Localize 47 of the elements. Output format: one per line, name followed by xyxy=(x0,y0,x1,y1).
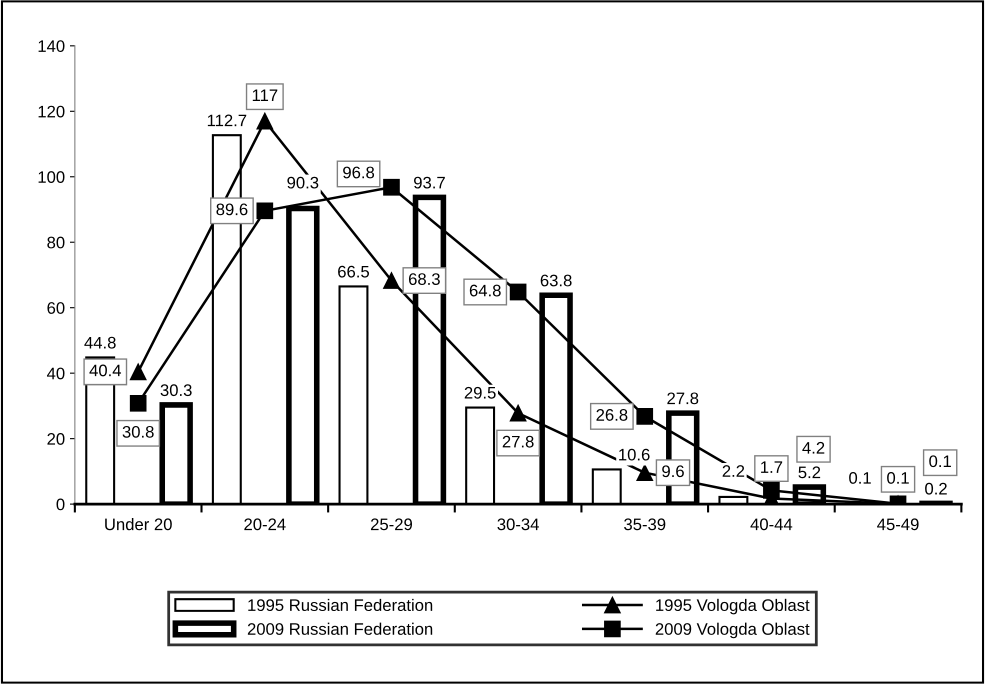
data-label: 40.4 xyxy=(89,364,122,376)
data-label: 30.8 xyxy=(122,426,154,438)
x-tick-label: 20-24 xyxy=(244,518,286,530)
data-label: 0.2 xyxy=(925,482,947,495)
y-tick-label: 140 xyxy=(38,40,64,52)
legend-label: 1995 Russian Federation xyxy=(248,598,432,612)
y-tick-label: 120 xyxy=(38,106,64,118)
data-label: 2.2 xyxy=(722,465,744,477)
data-label: 63.8 xyxy=(540,274,572,286)
data-label: 0.1 xyxy=(887,472,909,484)
x-tick-label: 40-44 xyxy=(750,518,792,530)
data-label: 30.3 xyxy=(160,384,192,396)
y-tick-label: 40 xyxy=(46,368,64,380)
data-label: 89.6 xyxy=(216,203,248,216)
data-label: 66.5 xyxy=(338,266,369,278)
data-label: 5.2 xyxy=(798,466,820,478)
x-tick-label: 35-39 xyxy=(624,518,666,530)
legend-label: 2009 Russian Federation xyxy=(248,622,432,635)
x-tick-label: 45-49 xyxy=(877,518,919,530)
data-label: 112.7 xyxy=(208,114,246,126)
data-label: 26.8 xyxy=(596,409,628,421)
data-label: 68.3 xyxy=(408,273,440,286)
data-label: 4.2 xyxy=(802,442,824,454)
data-label: 90.3 xyxy=(287,176,318,189)
x-tick-label: 25-29 xyxy=(370,518,412,530)
y-tick-label: 60 xyxy=(47,302,64,314)
data-label: 1.7 xyxy=(761,461,782,473)
data-label: 96.8 xyxy=(343,166,374,178)
x-tick-label: 30-34 xyxy=(497,518,539,530)
data-label: 27.8 xyxy=(667,392,698,404)
data-label: 27.8 xyxy=(502,436,534,448)
y-tick-label: 100 xyxy=(38,171,64,183)
data-label: 0.1 xyxy=(929,455,951,468)
y-tick-label: 0 xyxy=(56,498,64,510)
data-label: 44.8 xyxy=(84,336,116,349)
data-label: 29.5 xyxy=(464,386,496,399)
y-tick-label: 20 xyxy=(47,433,64,445)
data-label: 64.8 xyxy=(470,284,501,296)
data-label: 117 xyxy=(252,90,278,101)
y-tick-label: 80 xyxy=(47,236,64,248)
data-label: 10.6 xyxy=(619,448,650,461)
data-label: 9.6 xyxy=(662,465,684,478)
legend-label: 1995 Vologda Oblast xyxy=(656,598,810,614)
x-tick-label: Under 20 xyxy=(105,518,172,530)
data-label: 0.1 xyxy=(849,472,871,484)
data-label: 93.7 xyxy=(414,176,445,189)
legend-label: 2009 Vologda Oblast xyxy=(656,622,810,638)
